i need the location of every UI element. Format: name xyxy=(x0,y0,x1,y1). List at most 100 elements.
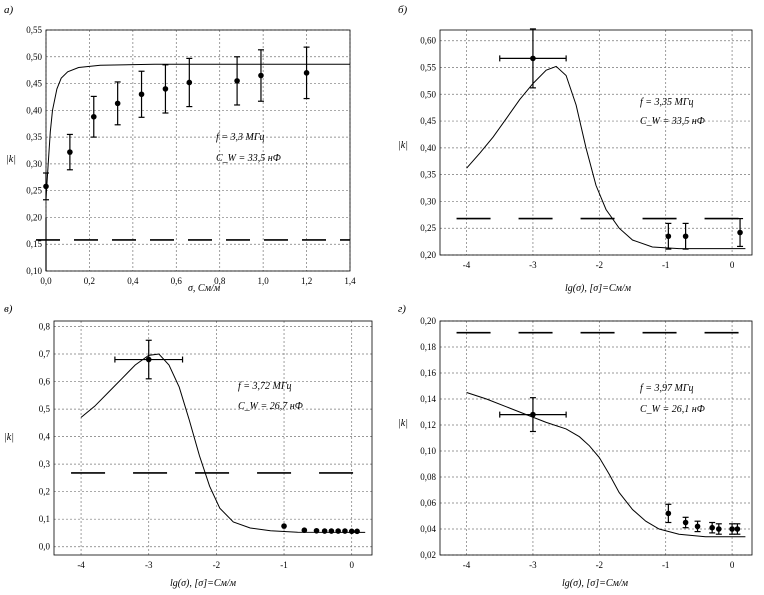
y-tick-label-a: 0,20 xyxy=(26,212,42,222)
panel-label-b: б) xyxy=(398,4,408,16)
y-tick-label-d: 0,02 xyxy=(420,550,436,560)
x-tick-label-d: -2 xyxy=(596,560,604,570)
y-tick-label-c: 0,2 xyxy=(39,487,50,497)
x-tick-label-a: 1,0 xyxy=(258,276,270,286)
y-axis-label-c: |k| xyxy=(4,432,14,443)
data-point-a xyxy=(43,183,49,190)
data-point-c xyxy=(342,528,348,534)
y-tick-label-b: 0,25 xyxy=(420,223,436,233)
y-tick-label-b: 0,20 xyxy=(420,250,436,260)
plot-frame-d xyxy=(439,320,753,556)
data-point-b xyxy=(737,229,743,236)
data-point-d xyxy=(665,510,672,517)
y-tick-label-d: 0,08 xyxy=(420,472,436,482)
plot-area-d: -4 -3 -2 -1 0 0,02 0,04 0,06 0,08 0,10 0,12 0,14 0,1… xyxy=(420,316,753,570)
x-tick-label-b: -1 xyxy=(662,260,670,270)
y-tick-label-c: 0,7 xyxy=(39,349,51,359)
x-tick-label-a: 1,2 xyxy=(301,276,312,286)
x-tick-label-a: 0,2 xyxy=(84,276,95,286)
data-point-c xyxy=(281,523,287,529)
x-tick-label-b: -2 xyxy=(596,260,604,270)
model-curve-c xyxy=(80,353,366,533)
data-point-d xyxy=(530,411,536,418)
chart-panel-d: г) -4 -3 -2 -1 0 0,02 0,04 0,06 0,08 0,10 0,12 0,14… xyxy=(398,303,753,589)
y-tick-label-a: 0,35 xyxy=(26,132,42,142)
data-point-c xyxy=(335,528,341,534)
x-tick-label-d: 0 xyxy=(730,560,735,570)
y-tick-label-d: 0,06 xyxy=(420,498,436,508)
y-tick-label-a: 0,10 xyxy=(26,266,42,276)
panel-label-c: в) xyxy=(4,303,13,315)
x-tick-label-b: -3 xyxy=(529,260,537,270)
panel-label-d: г) xyxy=(398,303,406,315)
data-point-d xyxy=(709,524,715,531)
chart-panel-b: б) -4 -3 -2 -1 0 0,20 0,25 0,30 0,35 0,40 0,45 0,50… xyxy=(398,4,753,294)
x-tick-label-c: -3 xyxy=(145,560,153,570)
x-tick-label-d: -1 xyxy=(662,560,670,570)
data-point-d xyxy=(682,519,689,526)
y-tick-label-d: 0,10 xyxy=(420,446,436,456)
data-point-a xyxy=(67,149,73,155)
x-axis-label-a: σ, См/м xyxy=(188,283,221,294)
chart-panel-c: в) -4 -3 -2 -1 00,00,10,20,30,40,50,60,70,8 … xyxy=(4,303,373,589)
x-tick-label-b: 0 xyxy=(730,260,735,270)
data-point-c xyxy=(328,528,335,534)
y-tick-label-b: 0,60 xyxy=(420,36,436,46)
x-tick-label-c: -2 xyxy=(213,560,221,570)
x-tick-label-c: -1 xyxy=(280,560,288,570)
annotation-cap-c: C_W = 26,7 нФ xyxy=(238,401,303,412)
y-tick-label-a: 0,25 xyxy=(26,186,42,196)
data-point-c xyxy=(348,528,355,535)
y-tick-label-c: 0,0 xyxy=(39,542,51,552)
y-tick-label-d: 0,12 xyxy=(420,420,436,430)
data-point-c xyxy=(313,527,320,534)
y-axis-label-a: |k| xyxy=(6,154,16,165)
data-point-c xyxy=(354,528,360,535)
y-tick-label-d: 0,04 xyxy=(420,524,436,534)
annotation-cap-d: C_W = 26,1 нФ xyxy=(640,404,705,415)
y-tick-label-c: 0,4 xyxy=(39,432,51,442)
x-tick-label-d: -3 xyxy=(529,560,537,570)
data-point-a xyxy=(186,79,193,86)
data-point-d xyxy=(694,523,701,530)
x-tick-label-a: 1,4 xyxy=(344,276,356,286)
y-tick-label-c: 0,3 xyxy=(39,459,51,469)
data-point-c xyxy=(145,356,152,363)
data-point-d xyxy=(734,526,741,532)
panel-label-a: а) xyxy=(4,4,14,16)
y-tick-label-a: 0,15 xyxy=(26,239,42,249)
y-tick-label-b: 0,40 xyxy=(420,143,436,153)
y-tick-label-b: 0,50 xyxy=(420,89,436,99)
y-tick-label-a: 0,40 xyxy=(26,105,42,115)
annotation-freq-d: f = 3,97 МГц xyxy=(640,383,694,394)
annotation-freq-c: f = 3,72 МГц xyxy=(238,381,292,392)
plot-frame-b xyxy=(439,29,753,256)
x-axis-label-c: lg(σ), [σ]=См/м xyxy=(170,578,237,589)
x-axis-label-d: lg(σ), [σ]=См/м xyxy=(562,578,629,589)
y-tick-label-c: 0,6 xyxy=(39,377,51,387)
model-curve-d xyxy=(466,392,746,538)
x-tick-label-b: -4 xyxy=(463,260,471,270)
x-tick-label-a: 0,4 xyxy=(127,276,139,286)
data-point-b xyxy=(530,55,536,62)
y-axis-label-b: |k| xyxy=(398,140,408,151)
plot-area-b: -4 -3 -2 -1 0 0,20 0,25 0,30 0,35 0,40 0,45 0,50 0,5… xyxy=(420,28,753,270)
x-axis-label-b: lg(σ), [σ]=См/м xyxy=(565,283,632,294)
data-point-b xyxy=(665,233,672,240)
x-tick-label-c: -4 xyxy=(77,560,85,570)
plot-frame-a xyxy=(45,29,351,272)
model-curve-a xyxy=(45,63,350,199)
x-tick-label-d: -4 xyxy=(463,560,471,570)
data-point-a xyxy=(303,70,310,76)
y-tick-label-c: 0,5 xyxy=(39,404,51,414)
y-tick-label-b: 0,30 xyxy=(420,196,436,206)
chart-panel-a: а) 0,0 0,2 0,4 0,6 0,8 1,0 1,2 1,40,100,150,200… xyxy=(4,4,356,294)
annotation-freq-a: f = 3,3 МГц xyxy=(216,132,265,143)
plot-frame-c xyxy=(53,320,373,556)
y-tick-label-a: 0,45 xyxy=(26,79,42,89)
data-point-a xyxy=(138,91,145,98)
data-point-d xyxy=(716,526,722,532)
x-tick-label-c: 0 xyxy=(349,560,354,570)
data-point-c xyxy=(321,528,328,534)
